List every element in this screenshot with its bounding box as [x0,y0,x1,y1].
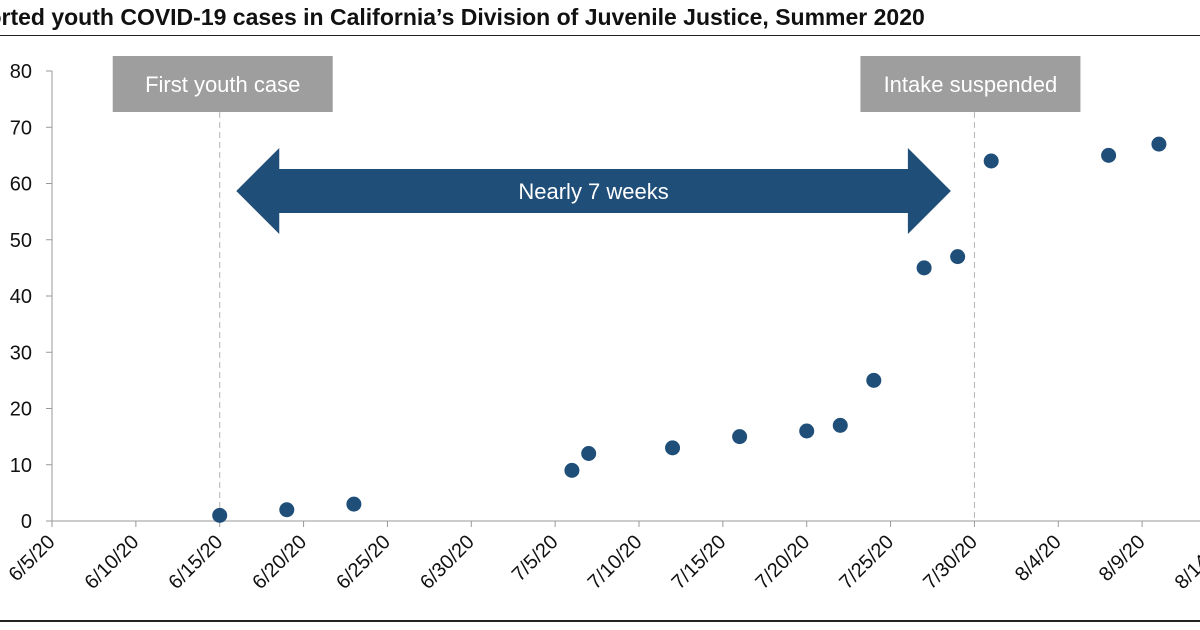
data-point [866,372,882,388]
x-tick-label: 7/5/20 [508,531,563,586]
y-tick-label: 10 [10,455,32,477]
first-case-callout-label: First youth case [145,72,300,97]
first-case-callout-box [112,56,333,112]
data-point [832,417,848,433]
intake-callout-label: Intake suspended [884,72,1058,97]
intake-callout-box [860,56,1081,112]
y-tick-label: 30 [10,342,32,364]
data-point [1101,147,1117,163]
data-point [279,502,295,518]
y-tick-label: 60 [10,174,32,196]
data-point [1151,136,1167,152]
y-tick-label: 40 [10,286,32,308]
x-tick-label: 7/10/20 [584,531,647,594]
y-tick-label: 20 [10,399,32,421]
data-point [950,249,966,265]
y-tick-label: 80 [10,61,32,83]
data-point [346,496,362,512]
x-tick-label: 6/20/20 [248,531,311,594]
data-point [564,462,580,478]
data-point [581,446,597,461]
x-tick-label: 7/25/20 [835,531,898,594]
x-tick-label: 8/9/20 [1095,531,1150,586]
data-point [799,423,815,439]
data-point [916,260,932,276]
data-point [665,440,681,456]
x-tick-label: 6/15/20 [165,531,228,594]
duration-arrow [236,148,951,234]
x-tick-label: 7/15/20 [668,531,731,594]
x-tick-label: 7/30/20 [919,531,982,594]
x-tick-label: 6/10/20 [81,531,144,594]
data-point [983,153,999,169]
data-point [212,507,228,523]
x-tick-label: 7/20/20 [752,531,815,594]
title-divider [0,35,1200,36]
y-tick-label: 70 [10,117,32,139]
duration-arrow-label: Nearly 7 weeks [518,179,668,204]
x-tick-label: 6/30/20 [416,531,479,594]
y-tick-label: 0 [21,511,32,533]
x-tick-label: 8/4/20 [1011,531,1066,586]
x-tick-label: 6/5/20 [5,531,60,586]
x-tick-label: 6/25/20 [332,531,395,594]
y-tick-label: 50 [10,230,32,252]
data-point [732,429,748,445]
x-tick-label: 8/14/20 [1171,531,1200,594]
bottom-divider [0,620,1200,622]
chart-title: Reported youth COVID-19 cases in Califor… [0,4,925,30]
